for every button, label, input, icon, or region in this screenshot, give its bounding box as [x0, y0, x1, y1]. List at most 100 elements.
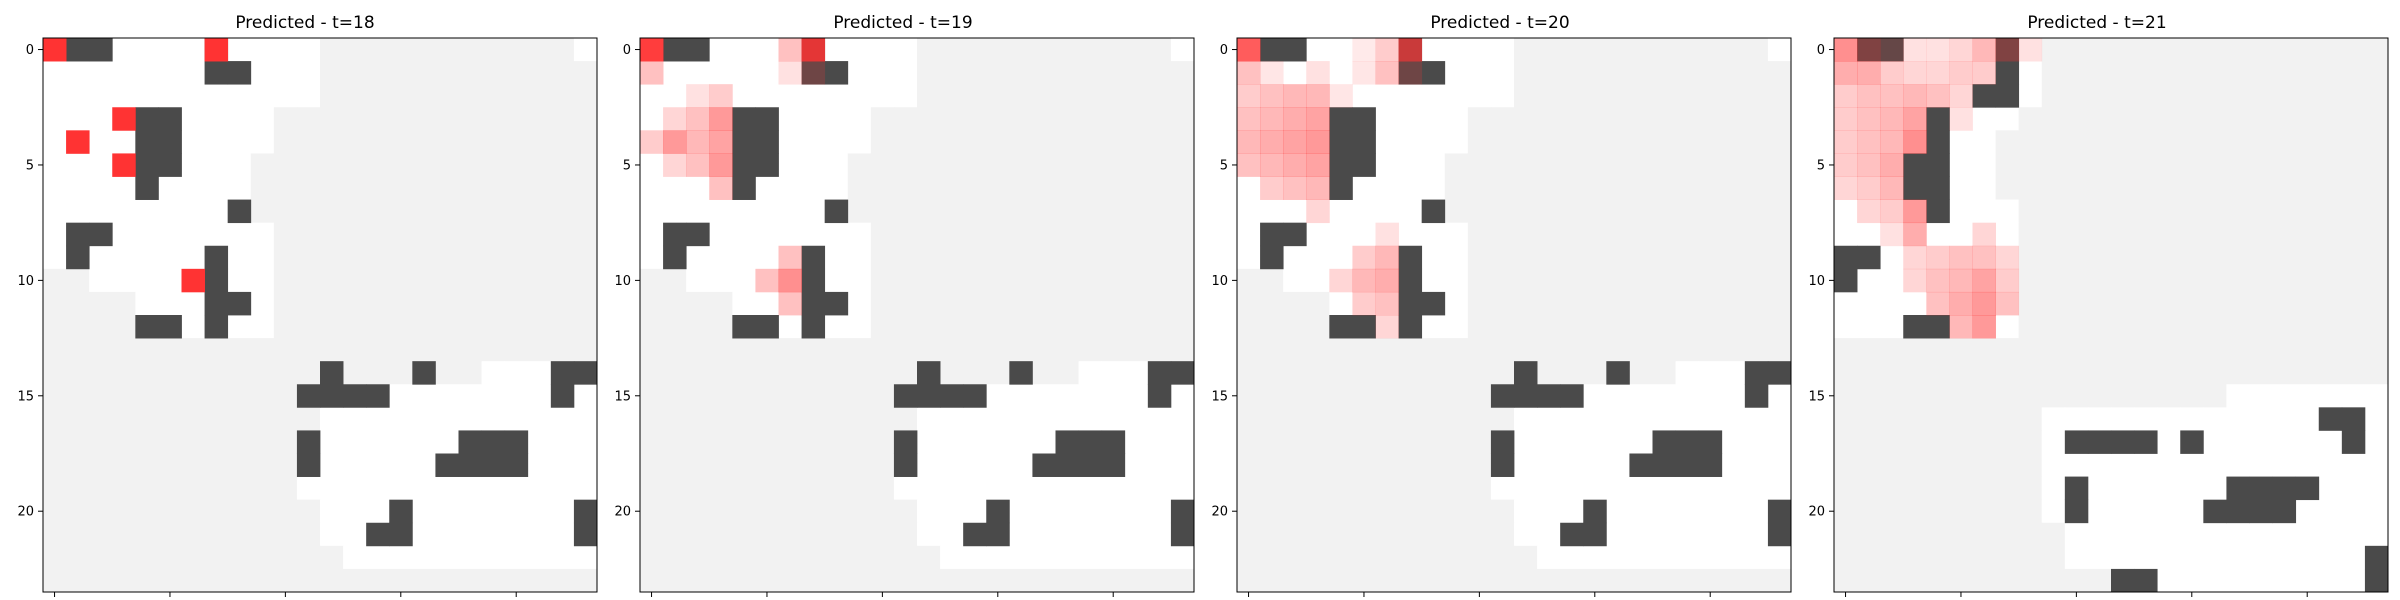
- map-cell: [1170, 222, 1195, 247]
- map-cell: [2295, 407, 2320, 431]
- map-cell: [481, 291, 506, 316]
- map-cell: [2226, 153, 2250, 177]
- map-cell: [2111, 107, 2135, 131]
- prediction-cell: [778, 245, 802, 270]
- map-cell: [1514, 338, 1538, 362]
- map-cell: [2249, 176, 2273, 200]
- map-cell: [1698, 384, 1723, 408]
- map-cell: [573, 199, 598, 224]
- map-cell: [1306, 176, 1330, 200]
- map-cell: [986, 291, 1010, 316]
- map-cell: [1880, 545, 1904, 570]
- prediction-cell: [1375, 61, 1399, 85]
- obstacle-cell: [824, 291, 849, 316]
- map-cell: [412, 38, 436, 62]
- map-cell: [1260, 407, 1284, 431]
- map-cell: [847, 61, 872, 85]
- map-cell: [2341, 361, 2366, 385]
- map-cell: [1698, 84, 1723, 108]
- map-cell: [963, 107, 987, 131]
- map-cell: [824, 222, 849, 247]
- prediction-cell: [1880, 130, 1904, 154]
- map-cell: [1398, 384, 1423, 408]
- map-cell: [435, 407, 459, 431]
- map-cell: [709, 222, 733, 247]
- map-cell: [1170, 476, 1195, 501]
- map-cell: [2272, 38, 2297, 62]
- map-cell: [2157, 499, 2181, 524]
- map-cell: [1260, 430, 1284, 454]
- map-cell: [2341, 522, 2366, 547]
- map-cell: [2272, 338, 2297, 362]
- y-tick-label: 20: [614, 505, 631, 520]
- map-cell: [158, 522, 182, 547]
- map-cell: [1329, 499, 1353, 524]
- map-cell: [1260, 545, 1284, 570]
- map-cell: [2041, 153, 2066, 177]
- map-cell: [1972, 568, 1996, 593]
- map-cell: [1124, 568, 1149, 593]
- map-cell: [963, 568, 987, 593]
- map-cell: [366, 268, 390, 293]
- map-cell: [1124, 84, 1149, 108]
- map-cell: [412, 153, 436, 177]
- map-cell: [686, 107, 710, 131]
- map-cell: [1629, 153, 1653, 177]
- map-cell: [2180, 84, 2204, 108]
- map-cell: [1652, 84, 1676, 108]
- map-cell: [1490, 545, 1515, 570]
- map-cell: [709, 315, 733, 339]
- map-cell: [250, 568, 275, 593]
- map-cell: [273, 107, 298, 131]
- obstacle-cell: [135, 315, 159, 339]
- map-cell: [1237, 522, 1261, 547]
- prediction-cell: [1306, 107, 1330, 131]
- map-cell: [1147, 499, 1172, 524]
- map-cell: [1926, 38, 1950, 62]
- map-cell: [550, 107, 575, 131]
- map-cell: [1698, 545, 1723, 570]
- map-cell: [2157, 476, 2181, 501]
- map-cell: [640, 291, 664, 316]
- map-cell: [43, 61, 67, 85]
- map-cell: [2111, 245, 2135, 270]
- map-cell: [1490, 522, 1515, 547]
- map-cell: [1880, 61, 1904, 85]
- map-cell: [686, 499, 710, 524]
- map-cell: [1606, 153, 1630, 177]
- map-cell: [1583, 61, 1607, 85]
- map-cell: [2203, 430, 2227, 454]
- map-cell: [1903, 84, 1927, 108]
- map-cell: [2111, 130, 2135, 154]
- obstacle-cell: [1514, 361, 1538, 385]
- map-cell: [135, 384, 159, 408]
- map-cell: [273, 176, 298, 200]
- y-tick-label: 20: [1211, 505, 1228, 520]
- map-cell: [573, 291, 598, 316]
- map-cell: [1903, 384, 1927, 408]
- map-cell: [1675, 476, 1700, 501]
- map-cell: [2203, 268, 2227, 293]
- map-cell: [227, 476, 252, 501]
- map-cell: [2157, 522, 2181, 547]
- obstacle-cell: [135, 107, 159, 131]
- map-cell: [504, 38, 529, 62]
- map-cell: [640, 407, 664, 431]
- map-cell: [1124, 315, 1149, 339]
- map-cell: [296, 245, 321, 270]
- map-cell: [1055, 84, 1079, 108]
- map-cell: [550, 522, 575, 547]
- map-cell: [1170, 291, 1195, 316]
- map-cell: [66, 361, 90, 385]
- map-cell: [2295, 107, 2320, 131]
- map-cell: [1675, 130, 1700, 154]
- map-cell: [1972, 61, 1996, 85]
- obstacle-cell: [1857, 245, 1881, 270]
- map-cell: [1514, 407, 1538, 431]
- map-cell: [1101, 315, 1126, 339]
- map-cell: [1926, 499, 1950, 524]
- prediction-cell: [1398, 61, 1423, 85]
- map-cell: [1857, 291, 1881, 316]
- map-cell: [1949, 153, 1973, 177]
- map-cell: [2180, 476, 2204, 501]
